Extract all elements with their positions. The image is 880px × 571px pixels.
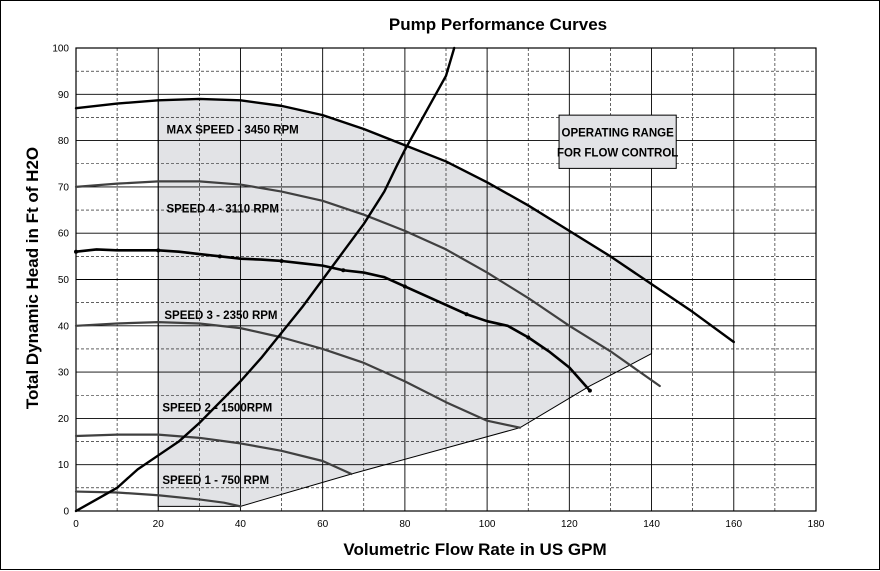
sample-data-point	[464, 312, 469, 317]
operating-range-box: OPERATING RANGE FOR FLOW CONTROL	[557, 114, 678, 169]
curve-label: SPEED 1 - 750 RPM	[162, 475, 269, 487]
sample-data-point	[217, 254, 222, 259]
y-tick-label: 50	[58, 275, 70, 286]
y-tick-label: 80	[58, 136, 70, 147]
x-tick-label: 180	[808, 519, 825, 530]
sample-data-point	[156, 248, 161, 253]
operating-range-box-line2: FOR FLOW CONTROL	[557, 148, 678, 160]
curve-label: SPEED 2 - 1500RPM	[162, 402, 272, 414]
y-axis-title: Total Dynamic Head in Ft of H2O	[23, 147, 42, 409]
sample-data-point	[74, 249, 78, 254]
y-tick-label: 40	[58, 321, 70, 332]
sample-data-point	[402, 284, 407, 289]
series-layer	[74, 46, 735, 513]
operating-range-box-rect	[558, 114, 677, 169]
curve-label: SPEED 3 - 2350 RPM	[164, 310, 277, 322]
y-tick-label: 60	[58, 229, 70, 240]
y-tick-label: 90	[58, 90, 70, 101]
operating-range-box-line1: OPERATING RANGE	[562, 127, 675, 139]
x-tick-label: 80	[399, 519, 411, 530]
curve-labels-layer: MAX SPEED - 3450 RPM SPEED 4 - 3110 RPM SP…	[162, 125, 298, 487]
sample-data-point	[526, 335, 531, 340]
chart-title: Pump Performance Curves	[389, 15, 607, 34]
curve-label: MAX SPEED - 3450 RPM	[166, 125, 298, 137]
series-line-system-curve	[74, 46, 456, 513]
sample-data-point	[279, 258, 284, 263]
grid-layer	[75, 47, 817, 512]
x-tick-label: 20	[153, 519, 165, 530]
curve-label: SPEED 4 - 3110 RPM	[166, 203, 279, 215]
plot-area-border	[75, 47, 817, 512]
y-tick-label: 20	[58, 414, 70, 425]
x-tick-label: 60	[317, 519, 329, 530]
series-line-speed-2-1500rpm	[74, 433, 353, 476]
series-line-speed-3-2350-rpm	[74, 320, 522, 429]
x-tick-label: 40	[235, 519, 247, 530]
y-tick-label: 30	[58, 368, 70, 379]
y-tick-label: 0	[63, 507, 69, 518]
sample-data-point	[341, 268, 346, 273]
y-tick-label: 70	[58, 182, 70, 193]
series-line-max-speed-3450-rpm	[74, 97, 735, 344]
x-tick-label: 100	[479, 519, 496, 530]
y-tick-label: 10	[58, 460, 70, 471]
x-tick-label: 160	[725, 519, 742, 530]
x-axis-title: Volumetric Flow Rate in US GPM	[343, 540, 606, 559]
sample-data-point	[587, 388, 592, 393]
series-line-speed-4-3110-rpm	[74, 180, 661, 388]
x-tick-label: 0	[73, 519, 79, 530]
y-tick-label: 100	[52, 44, 69, 55]
tick-labels-layer: 0 20 40 60 80 100 120 140 160 180 0 10 20 30 40 50 60 70 8…	[52, 44, 824, 531]
x-tick-label: 120	[561, 519, 578, 530]
x-tick-label: 140	[643, 519, 660, 530]
